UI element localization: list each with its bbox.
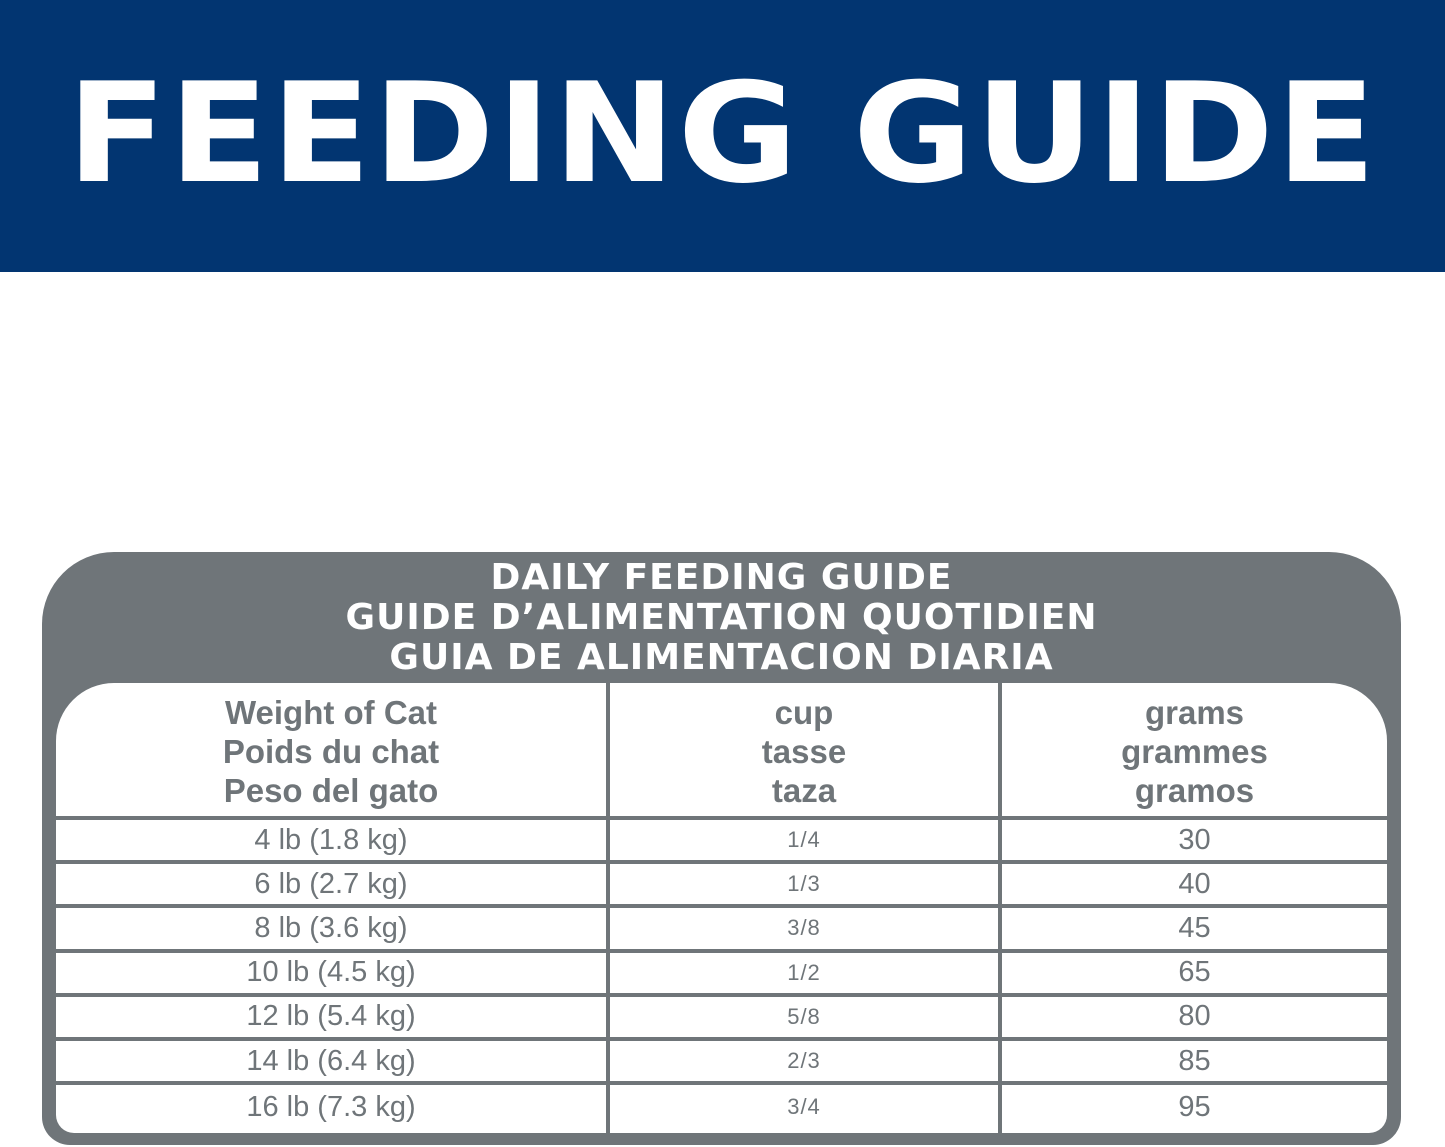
cup-cell: 3/8: [787, 915, 821, 941]
header-weight: Weight of Cat Poids du chat Peso del gat…: [56, 693, 606, 810]
header-grams-es: gramos: [1134, 772, 1255, 809]
header-grams-fr: grammes: [1121, 733, 1268, 770]
feeding-table: Weight of Cat Poids du chat Peso del gat…: [56, 683, 1387, 1133]
heading-line-fr: GUIDE D’ALIMENTATION QUOTIDIEN: [345, 597, 1098, 638]
header-banner: FEEDING GUIDE: [0, 0, 1445, 272]
daily-feeding-guide-panel: DAILY FEEDING GUIDE GUIDE D’ALIMENTATION…: [42, 552, 1401, 1145]
header-weight-en: Weight of Cat: [224, 694, 438, 731]
header-cup-es: taza: [771, 772, 837, 809]
cup-cell: 1/3: [787, 871, 821, 897]
header-weight-fr: Poids du chat: [222, 733, 440, 770]
table-row: 16 lb (7.3 kg) 3/4 95: [56, 1085, 1387, 1129]
grams-cell: 80: [1178, 1000, 1211, 1033]
header-cup-en: cup: [774, 694, 834, 731]
heading-line-en: DAILY FEEDING GUIDE: [490, 557, 953, 598]
page-title: FEEDING GUIDE: [66, 53, 1379, 214]
grams-cell: 40: [1178, 867, 1211, 900]
table-row: 4 lb (1.8 kg) 1/4 30: [56, 820, 1387, 865]
table-row: 6 lb (2.7 kg) 1/3 40: [56, 864, 1387, 909]
cup-cell: 1/2: [787, 959, 821, 985]
header-grams: grams grammes gramos: [1002, 693, 1387, 810]
weight-cell: 12 lb (5.4 kg): [246, 1000, 416, 1033]
weight-cell: 14 lb (6.4 kg): [246, 1044, 416, 1077]
cup-cell: 5/8: [787, 1003, 821, 1029]
table-row: 8 lb (3.6 kg) 3/8 45: [56, 908, 1387, 953]
cup-cell: 1/4: [787, 827, 821, 853]
weight-cell: 6 lb (2.7 kg): [254, 867, 408, 900]
grams-cell: 95: [1178, 1090, 1211, 1123]
table-row: 14 lb (6.4 kg) 2/3 85: [56, 1041, 1387, 1086]
table-header-row: Weight of Cat Poids du chat Peso del gat…: [56, 683, 1387, 820]
cup-cell: 2/3: [787, 1048, 821, 1074]
grams-cell: 65: [1178, 956, 1211, 989]
table-row: 12 lb (5.4 kg) 5/8 80: [56, 997, 1387, 1041]
weight-cell: 10 lb (4.5 kg): [246, 956, 416, 989]
header-grams-en: grams: [1144, 694, 1245, 731]
heading-line-es: GUIA DE ALIMENTACION DIARIA: [389, 637, 1054, 678]
grams-cell: 30: [1178, 823, 1211, 856]
weight-cell: 4 lb (1.8 kg): [254, 823, 408, 856]
cup-cell: 3/4: [787, 1094, 821, 1120]
panel-heading: DAILY FEEDING GUIDE GUIDE D’ALIMENTATION…: [42, 558, 1401, 678]
table-row: 10 lb (4.5 kg) 1/2 65: [56, 953, 1387, 997]
grams-cell: 45: [1178, 911, 1211, 944]
weight-cell: 8 lb (3.6 kg): [254, 911, 408, 944]
column-divider: [606, 683, 610, 1133]
table-body: 4 lb (1.8 kg) 1/4 30 6 lb (2.7 kg) 1/3 4…: [56, 820, 1387, 1129]
header-weight-es: Peso del gato: [223, 772, 439, 809]
header-cup: cup tasse taza: [610, 693, 998, 810]
weight-cell: 16 lb (7.3 kg): [246, 1090, 416, 1123]
header-cup-fr: tasse: [761, 733, 847, 770]
grams-cell: 85: [1178, 1044, 1211, 1077]
column-divider: [998, 683, 1002, 1133]
